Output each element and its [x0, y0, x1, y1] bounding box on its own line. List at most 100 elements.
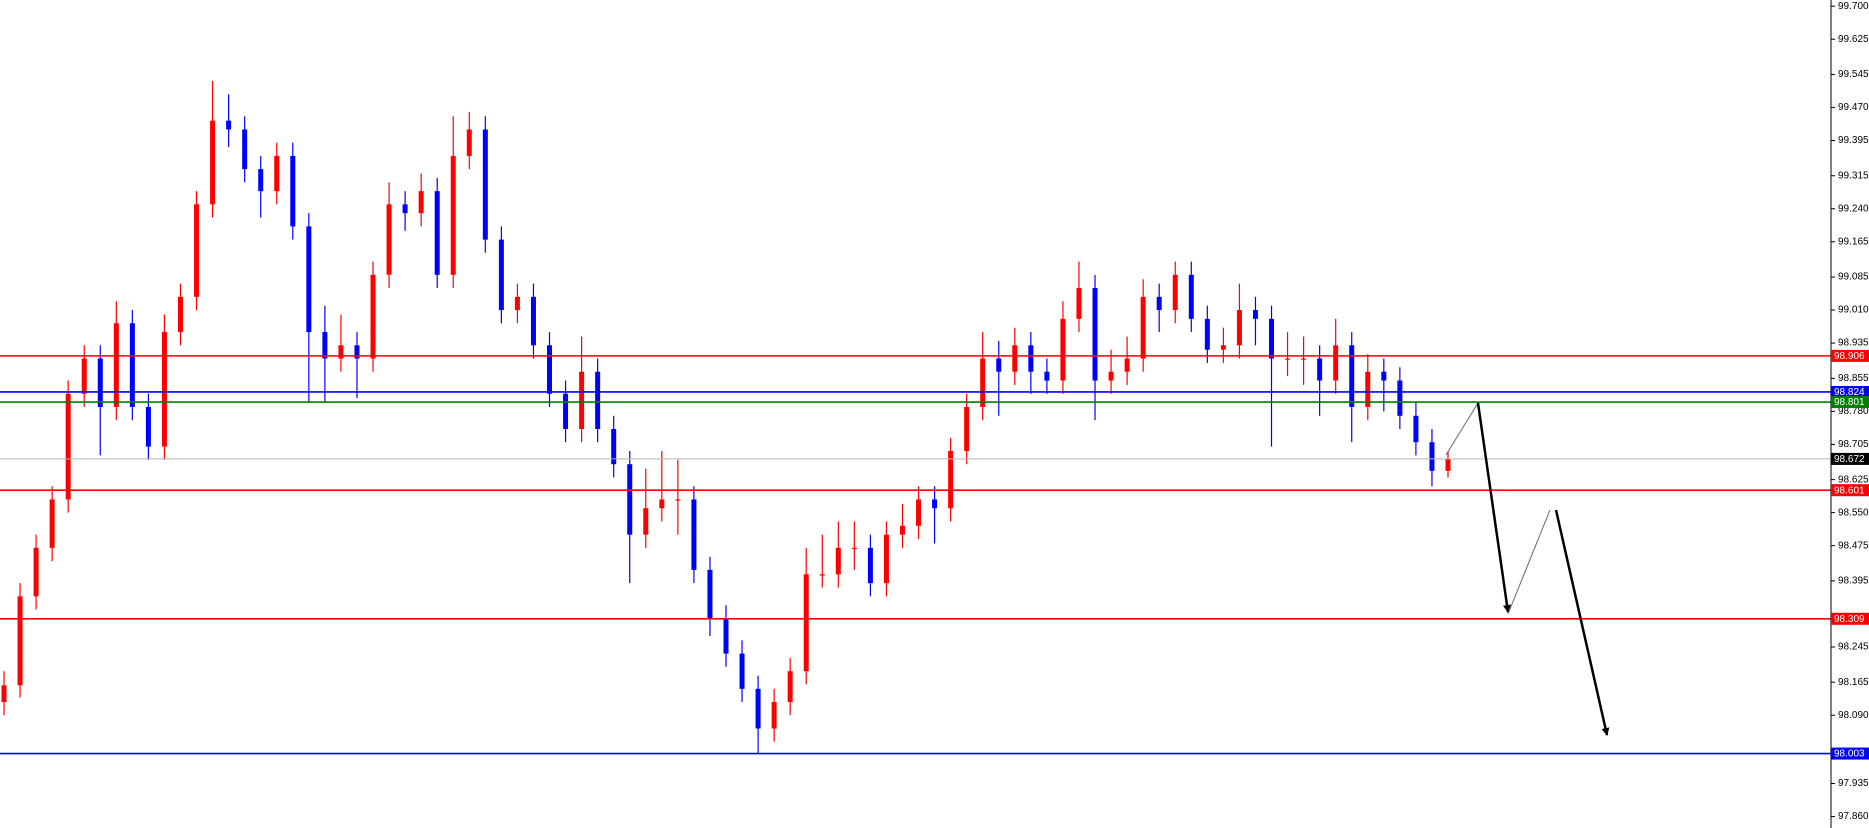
candle-body [707, 569, 713, 619]
level-label: 98.801 [1834, 397, 1865, 408]
candle-body [322, 332, 328, 359]
price-scale: 99.700 99.625 99.545 99.470 99.395 99.315 99.2… [1831, 1, 1869, 822]
y-tick-label: 99.545 [1838, 69, 1869, 80]
y-tick-label: 98.090 [1838, 710, 1869, 721]
candle-body [418, 191, 424, 214]
candle-body [851, 547, 857, 550]
level-label-box [1831, 396, 1869, 409]
candle-body [33, 547, 39, 597]
candle-body [691, 499, 697, 570]
arrow [1476, 402, 1511, 613]
level-label: 98.672 [1834, 454, 1865, 465]
candle-body [611, 428, 617, 465]
candle-body [530, 296, 536, 346]
y-tick-label: 99.085 [1838, 272, 1869, 283]
candle-body [258, 169, 264, 192]
level-label: 98.309 [1834, 614, 1865, 625]
candle-body [306, 226, 312, 333]
candle-body [1333, 345, 1339, 381]
candle-body [627, 464, 633, 535]
candle-body [482, 129, 488, 240]
candle-body [1252, 310, 1258, 319]
candle-body [1429, 442, 1435, 471]
level-label: 98.906 [1834, 351, 1865, 362]
candle-body [65, 393, 71, 500]
y-tick-label: 99.240 [1838, 203, 1869, 214]
y-tick-label: 99.625 [1838, 34, 1869, 45]
candle-body [579, 371, 585, 429]
candle-body [723, 618, 729, 654]
candle-body [771, 702, 777, 729]
candle-body [434, 191, 440, 275]
candle-body [1188, 274, 1194, 319]
candle-body [1220, 345, 1226, 350]
y-tick-label: 98.475 [1838, 540, 1869, 551]
level-label: 98.601 [1834, 485, 1865, 496]
y-tick-label: 98.935 [1838, 338, 1869, 349]
plot-area [0, 81, 1831, 755]
y-tick-label: 99.010 [1838, 305, 1869, 316]
candle-body [964, 406, 970, 451]
candle-body [819, 574, 825, 576]
candle-body [1108, 371, 1114, 381]
candle-body [755, 688, 761, 729]
path-line [1445, 402, 1479, 456]
projection-arrows [1445, 402, 1610, 736]
candle-body [739, 653, 745, 689]
candle-body [1044, 371, 1050, 381]
y-tick-label: 97.935 [1838, 778, 1869, 789]
candle-body [883, 534, 889, 584]
candle-body [1028, 345, 1034, 372]
candle-body [1397, 380, 1403, 416]
candle-body [1012, 345, 1018, 372]
candle-body [194, 204, 200, 297]
candle-body [1204, 318, 1210, 350]
candle-body [145, 406, 151, 447]
candle-body [948, 450, 954, 509]
candle-body [1349, 345, 1355, 407]
candle-body [97, 358, 103, 407]
candle-body [675, 499, 681, 501]
y-tick-label: 98.245 [1838, 642, 1869, 653]
level-label-box [1831, 385, 1869, 398]
candle-body [210, 120, 216, 205]
candle-body [899, 525, 905, 535]
candle-body [49, 499, 55, 548]
y-tick-label: 98.395 [1838, 576, 1869, 587]
candle-body [370, 274, 376, 359]
y-tick-label: 99.700 [1838, 1, 1869, 12]
y-tick-label: 97.860 [1838, 811, 1869, 822]
candle-body [386, 204, 392, 275]
level-label-box [1831, 452, 1869, 465]
candle-body [835, 547, 841, 575]
y-tick-label: 98.550 [1838, 507, 1869, 518]
y-tick-label: 99.315 [1838, 170, 1869, 181]
candle-body [867, 547, 873, 584]
candle-body [932, 499, 938, 509]
candle-body [1124, 358, 1130, 372]
candle-body [242, 129, 248, 170]
candle-body [1365, 371, 1371, 407]
candle-body [1301, 358, 1307, 360]
candle-body [659, 499, 665, 509]
y-tick-label: 98.705 [1838, 439, 1869, 450]
candle-body [595, 371, 601, 429]
candle-body [226, 120, 232, 130]
candle-body [354, 345, 360, 359]
candle-body [81, 358, 87, 394]
candle-body [338, 345, 344, 359]
level-label-box [1831, 349, 1869, 362]
candle-body [1413, 415, 1419, 443]
candle-body [916, 499, 922, 526]
level-label: 98.003 [1834, 749, 1865, 760]
candle-body [1060, 318, 1066, 381]
candle-body [803, 574, 809, 672]
path-line [1507, 509, 1551, 615]
candle-body [402, 204, 408, 214]
candle-body [290, 155, 296, 227]
candle-body [1172, 274, 1178, 311]
y-tick-label: 98.625 [1838, 474, 1869, 485]
candle-body [643, 508, 649, 535]
